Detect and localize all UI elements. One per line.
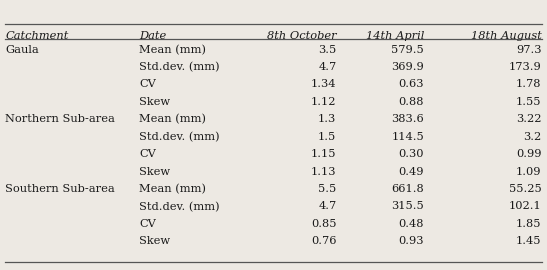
Text: 369.9: 369.9 [391, 62, 424, 72]
Text: 0.85: 0.85 [311, 219, 336, 229]
Text: 1.09: 1.09 [516, 167, 542, 177]
Text: Std.dev. (mm): Std.dev. (mm) [139, 132, 220, 142]
Text: Skew: Skew [139, 167, 171, 177]
Text: Southern Sub-area: Southern Sub-area [5, 184, 115, 194]
Text: 0.76: 0.76 [311, 236, 336, 246]
Text: 1.34: 1.34 [311, 79, 336, 89]
Text: 315.5: 315.5 [391, 201, 424, 211]
Text: 55.25: 55.25 [509, 184, 542, 194]
Text: CV: CV [139, 149, 156, 159]
Text: 3.2: 3.2 [523, 132, 542, 142]
Text: 0.48: 0.48 [398, 219, 424, 229]
Text: 0.88: 0.88 [398, 97, 424, 107]
Text: Mean (mm): Mean (mm) [139, 184, 206, 194]
Text: CV: CV [139, 79, 156, 89]
Text: 4.7: 4.7 [318, 62, 336, 72]
Text: 1.15: 1.15 [311, 149, 336, 159]
Text: 1.85: 1.85 [516, 219, 542, 229]
Text: 4.7: 4.7 [318, 201, 336, 211]
Text: Northern Sub-area: Northern Sub-area [5, 114, 115, 124]
Text: 3.5: 3.5 [318, 45, 336, 55]
Text: 1.5: 1.5 [318, 132, 336, 142]
Text: 8th October: 8th October [267, 31, 336, 41]
Text: 1.12: 1.12 [311, 97, 336, 107]
Text: 661.8: 661.8 [391, 184, 424, 194]
Text: 5.5: 5.5 [318, 184, 336, 194]
Text: Std.dev. (mm): Std.dev. (mm) [139, 62, 220, 72]
Text: Gaula: Gaula [5, 45, 39, 55]
Text: Catchment: Catchment [5, 31, 69, 41]
Text: Date: Date [139, 31, 167, 41]
Text: Mean (mm): Mean (mm) [139, 114, 206, 125]
Text: 97.3: 97.3 [516, 45, 542, 55]
Text: 1.55: 1.55 [516, 97, 542, 107]
Text: 102.1: 102.1 [509, 201, 542, 211]
Text: Skew: Skew [139, 236, 171, 246]
Text: CV: CV [139, 219, 156, 229]
Text: 1.3: 1.3 [318, 114, 336, 124]
Text: 1.45: 1.45 [516, 236, 542, 246]
Text: 173.9: 173.9 [509, 62, 542, 72]
Text: 0.63: 0.63 [398, 79, 424, 89]
Text: 0.99: 0.99 [516, 149, 542, 159]
Text: 3.22: 3.22 [516, 114, 542, 124]
Text: Std.dev. (mm): Std.dev. (mm) [139, 201, 220, 212]
Text: 18th August: 18th August [470, 31, 542, 41]
Text: 1.13: 1.13 [311, 167, 336, 177]
Text: Mean (mm): Mean (mm) [139, 45, 206, 55]
Text: 383.6: 383.6 [391, 114, 424, 124]
Text: 0.30: 0.30 [398, 149, 424, 159]
Text: 14th April: 14th April [365, 31, 424, 41]
Text: 0.49: 0.49 [398, 167, 424, 177]
Text: 1.78: 1.78 [516, 79, 542, 89]
Text: 579.5: 579.5 [391, 45, 424, 55]
Text: 0.93: 0.93 [398, 236, 424, 246]
Text: Skew: Skew [139, 97, 171, 107]
Text: 114.5: 114.5 [391, 132, 424, 142]
